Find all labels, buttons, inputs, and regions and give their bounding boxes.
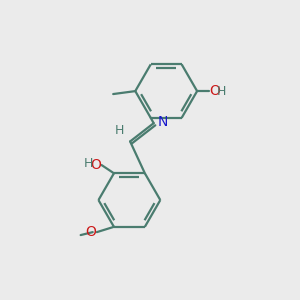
Text: O: O (90, 158, 101, 172)
Text: O: O (209, 84, 220, 98)
Text: O: O (85, 225, 96, 239)
Text: H: H (217, 85, 226, 98)
Text: H: H (114, 124, 124, 137)
Text: H: H (84, 158, 93, 170)
Text: N: N (157, 115, 168, 129)
